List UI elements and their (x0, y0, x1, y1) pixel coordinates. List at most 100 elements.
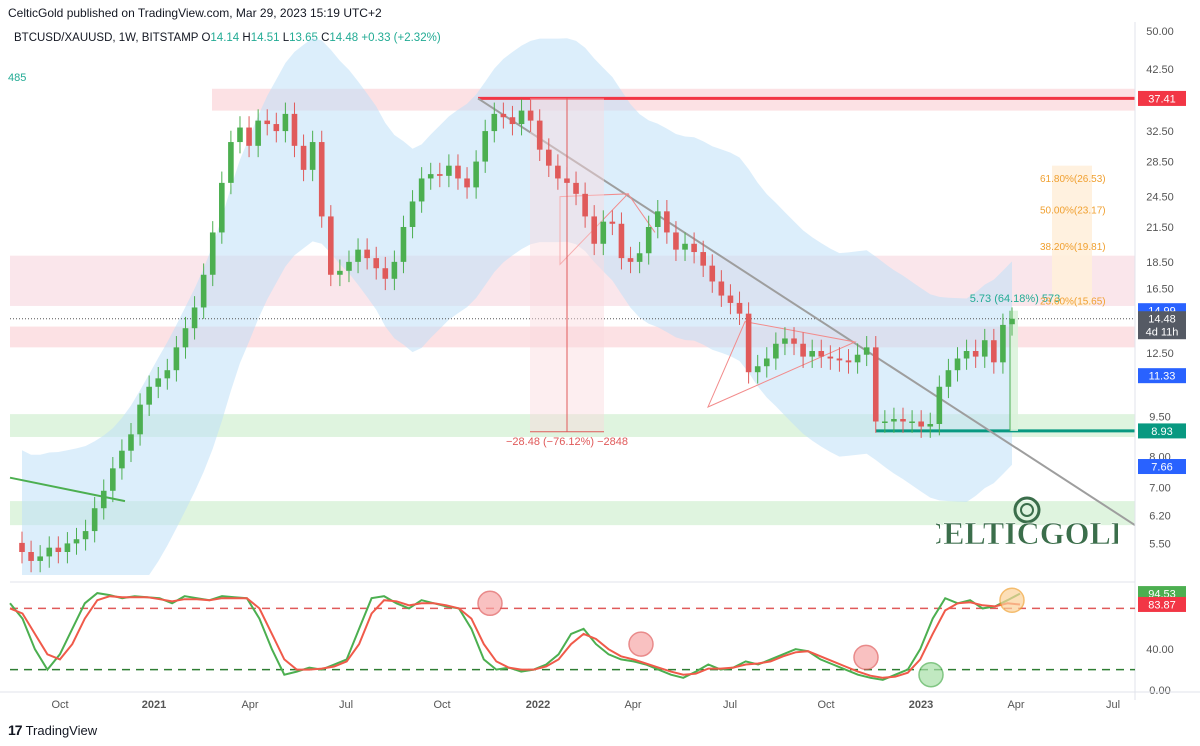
price-label-text: 37.41 (1148, 93, 1176, 105)
candle-body (536, 120, 543, 150)
candle-body (609, 221, 616, 224)
candle-body (836, 358, 843, 361)
candle-body (555, 165, 561, 179)
candle-body (782, 338, 788, 344)
candle-body (491, 113, 498, 132)
signal-circle (628, 631, 654, 657)
left-edge-fragment: 485 (8, 72, 27, 84)
time-tick: Jul (339, 699, 353, 711)
candle-body (918, 421, 924, 427)
price-label-box (1138, 459, 1186, 475)
celticgold-watermark: CELTICGOLD (936, 496, 1118, 551)
candle-body (110, 468, 116, 491)
symbol-legend: BTCUSD/XAUUSD, 1W, BITSTAMP O14.14 H14.5… (14, 32, 441, 44)
candle-body (981, 340, 988, 357)
candle-body (418, 178, 425, 202)
fib-label: 23.60%(15.65) (1040, 297, 1106, 308)
candle-body (455, 165, 461, 179)
candle-body (337, 270, 343, 275)
candle-body (754, 366, 761, 373)
candle-body (682, 243, 688, 250)
price-tick: 16.50 (1146, 283, 1174, 295)
candle-body (391, 261, 398, 279)
candle-body (909, 421, 915, 423)
candle-body (373, 258, 380, 269)
candle-body (200, 274, 207, 308)
candle-body (482, 131, 489, 162)
countdown-label: 4d 11h (1146, 327, 1179, 339)
candle-body (954, 358, 961, 371)
candle-body (818, 351, 825, 357)
price-label-text: 8.93 (1151, 426, 1172, 438)
price-tick: 21.50 (1146, 222, 1174, 234)
candle-body (618, 223, 625, 259)
price-tick: 28.50 (1146, 157, 1174, 169)
candle-body (182, 328, 189, 348)
signal-circle (853, 644, 879, 671)
candle-body (963, 351, 970, 359)
candle-body (300, 145, 307, 170)
price-tick: 32.50 (1146, 126, 1174, 138)
time-tick: Apr (241, 699, 258, 711)
candle-body (264, 120, 271, 125)
time-tick: Apr (624, 699, 641, 711)
signal-circle (999, 587, 1025, 613)
stoch-tick: 40.00 (1146, 644, 1174, 656)
bollinger-band (22, 37, 1012, 575)
candle-body (473, 161, 479, 188)
candle-body (28, 552, 34, 561)
candle-body (863, 347, 870, 355)
candle-body (727, 295, 734, 303)
candle-body (173, 347, 180, 371)
candle-body (364, 249, 370, 259)
price-tick: 5.50 (1149, 538, 1170, 550)
candle-body (936, 386, 943, 425)
candle-body (255, 120, 261, 146)
time-tick: Oct (817, 699, 834, 711)
stoch-tick: 0.00 (1149, 685, 1170, 697)
candle-body (209, 232, 216, 275)
time-tick: Apr (1007, 699, 1024, 711)
candle-body (900, 419, 906, 422)
candle-body (46, 547, 53, 557)
candle-body (128, 434, 134, 451)
candle-body (845, 360, 852, 363)
candle-body (409, 201, 416, 227)
candle-body (800, 343, 806, 357)
candle-body (709, 265, 716, 282)
high-value: 14.51 (250, 32, 280, 44)
drop-measure-label: −28.48 (−76.12%) −2848 (506, 436, 628, 448)
candle-body (945, 370, 952, 387)
candle-body (1009, 318, 1015, 325)
time-tick: 2021 (142, 699, 166, 711)
fib-label: 38.20%(19.81) (1040, 242, 1106, 253)
candle-body (427, 174, 434, 179)
price-label-box (1138, 311, 1186, 340)
price-label-box (1138, 423, 1186, 439)
close-label: C (321, 32, 330, 44)
candle-body (627, 258, 634, 262)
close-value: 14.48 (329, 32, 359, 44)
candle-body (972, 351, 979, 357)
candle-body (673, 232, 679, 250)
price-tick: 18.50 (1146, 257, 1174, 269)
candle-body (591, 216, 598, 244)
price-tick: 42.50 (1146, 64, 1174, 76)
candle-body (100, 490, 107, 509)
candle-body (664, 211, 670, 233)
candle-body (328, 216, 334, 275)
low-label: L (282, 32, 290, 44)
candle-body (600, 221, 607, 244)
candle-body (309, 142, 316, 170)
candle-body (827, 356, 834, 359)
price-label-text: 11.33 (1149, 371, 1176, 383)
candle-body (718, 281, 725, 296)
candle-body (273, 124, 280, 132)
candle-body (137, 404, 143, 435)
candle-body (382, 268, 389, 279)
candle-body (355, 249, 361, 262)
candle-body (809, 351, 815, 357)
price-tick: 12.50 (1146, 348, 1174, 360)
candle-body (882, 421, 888, 423)
